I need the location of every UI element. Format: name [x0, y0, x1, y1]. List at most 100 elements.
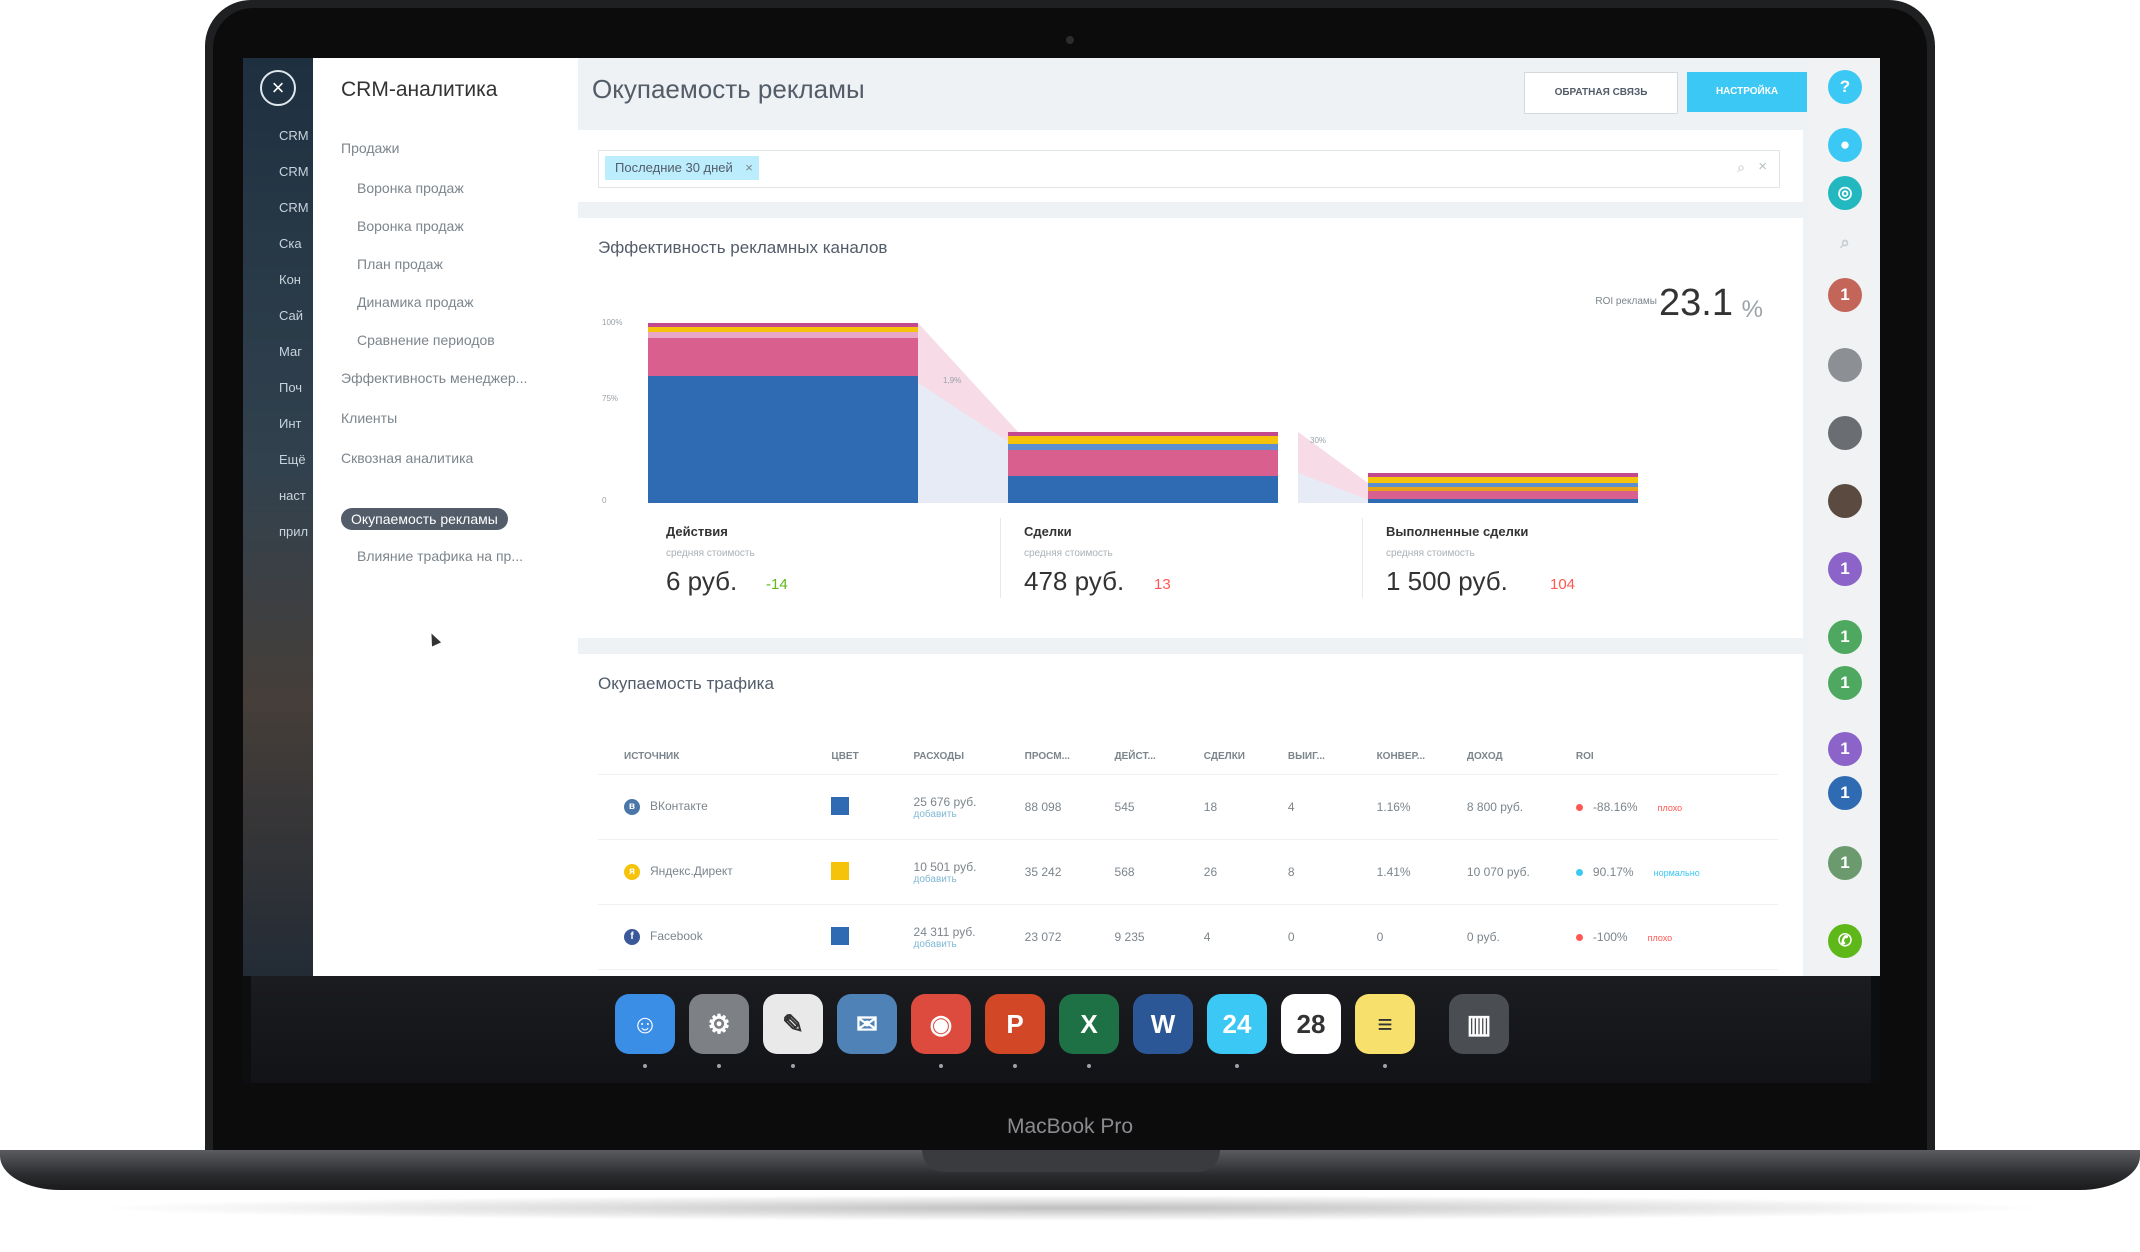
- source-name[interactable]: Facebook: [650, 929, 703, 944]
- avatar[interactable]: 1: [1828, 776, 1862, 810]
- efficiency-title: Эффективность рекламных каналов: [598, 238, 888, 257]
- add-link[interactable]: добавить: [913, 808, 957, 820]
- chat-icon[interactable]: ◎: [1828, 176, 1862, 210]
- search-icon[interactable]: ⌕: [1840, 233, 1850, 252]
- table-header-cell: ЦВЕТ: [823, 738, 906, 775]
- settings-button[interactable]: НАСТРОЙКА: [1687, 72, 1807, 112]
- bell-icon[interactable]: ●: [1828, 128, 1862, 162]
- color-cell: [823, 839, 906, 905]
- won-cell: 0: [1279, 904, 1369, 970]
- phone-icon[interactable]: ✆: [1828, 924, 1862, 958]
- background-menu-item: CRM: [279, 200, 309, 215]
- background-menu-item: Поч: [279, 380, 303, 395]
- page-title: Окупаемость рекламы: [592, 74, 865, 104]
- funnel-segment: [1368, 491, 1638, 499]
- search-icon[interactable]: ⌕: [1737, 159, 1745, 175]
- table-row[interactable]: f Facebook 24 311 руб. добавить 23 072 9 235 4…: [598, 904, 1778, 970]
- bitrix24-icon[interactable]: 24: [1207, 994, 1267, 1054]
- roi-badge: плохо: [1647, 933, 1673, 943]
- nav-item[interactable]: Динамика продаж: [357, 294, 474, 310]
- income-cell: 0 руб.: [1458, 904, 1568, 970]
- add-link[interactable]: добавить: [913, 938, 957, 950]
- system-preferences-icon[interactable]: ⚙: [689, 994, 749, 1054]
- main-content: Окупаемость рекламы ОБРАТНАЯ СВЯЗЬ НАСТР…: [578, 58, 1808, 984]
- calendar-icon[interactable]: 28: [1281, 994, 1341, 1054]
- funnel-segment: [1368, 473, 1638, 477]
- stage-divider: [1000, 518, 1001, 598]
- add-link[interactable]: добавить: [913, 873, 957, 885]
- table-row[interactable]: в ВКонтакте 25 676 руб. добавить 88 098 545 18…: [598, 774, 1778, 840]
- preview-icon[interactable]: ✉: [837, 994, 897, 1054]
- app-window: CRM-аналитика Продажи Воронка продаж Ворон…: [313, 58, 1880, 984]
- nav-item[interactable]: Сквозная аналитика: [341, 450, 474, 466]
- roi-status-dot: [1575, 869, 1583, 876]
- chip-remove-icon[interactable]: ×: [745, 160, 753, 175]
- expense-cell: 25 676 руб. добавить: [905, 774, 1017, 840]
- avatar[interactable]: 1: [1828, 732, 1862, 766]
- avatar[interactable]: 1: [1828, 666, 1862, 700]
- roi-cell: 90.17% нормально: [1567, 839, 1778, 905]
- actions-cell: 568: [1106, 839, 1196, 905]
- income-cell: 10 070 руб.: [1458, 839, 1568, 905]
- table-header-row: ИСТОЧНИК ЦВЕТ РАСХОДЫ ПРОСМ... ДЕЙСТ... СДЕЛК…: [598, 738, 1778, 775]
- avatar[interactable]: [1828, 416, 1862, 450]
- color-swatch[interactable]: [831, 926, 850, 945]
- dock: ☺ ⚙ ✎ ✉ ◉ P X W 24 28 ≡ ▥: [243, 976, 1880, 1083]
- funnel-segment: [1008, 436, 1278, 444]
- finder-icon[interactable]: ☺: [615, 994, 675, 1054]
- views-cell: 35 242: [1016, 839, 1107, 905]
- roi-value: -100%: [1592, 930, 1628, 944]
- expense-cell: 24 311 руб. добавить: [905, 904, 1017, 970]
- stage-label: Выполненные сделки: [1386, 524, 1529, 539]
- avatar[interactable]: [1828, 348, 1862, 382]
- filter-chip[interactable]: Последние 30 дней ×: [605, 156, 759, 180]
- chrome-icon[interactable]: ◉: [911, 994, 971, 1054]
- color-swatch[interactable]: [831, 796, 850, 815]
- roi-status-dot: [1575, 934, 1583, 941]
- background-menu-item: Маг: [279, 344, 302, 359]
- deals-cell: 4: [1195, 904, 1280, 970]
- powerpoint-icon[interactable]: P: [985, 994, 1045, 1054]
- color-swatch[interactable]: [831, 861, 850, 880]
- notes-icon[interactable]: ≡: [1355, 994, 1415, 1054]
- trash-icon[interactable]: ▥: [1449, 994, 1509, 1054]
- nav-item[interactable]: Сравнение периодов: [357, 332, 495, 348]
- filter-chip-label: Последние 30 дней: [615, 160, 733, 175]
- nav-item[interactable]: Эффективность менеджер...: [341, 370, 528, 386]
- nav-item[interactable]: Воронка продаж: [357, 180, 464, 196]
- nav-item[interactable]: План продаж: [357, 256, 443, 272]
- clear-icon[interactable]: ×: [1758, 158, 1767, 175]
- funnel-segment: [1008, 444, 1278, 450]
- avatar[interactable]: 1: [1828, 620, 1862, 654]
- excel-icon[interactable]: X: [1059, 994, 1119, 1054]
- actions-cell: 545: [1106, 774, 1196, 840]
- table-header-cell: ДОХОД: [1458, 738, 1568, 775]
- source-name[interactable]: ВКонтакте: [650, 799, 708, 814]
- nav-item[interactable]: Влияние трафика на пр...: [357, 548, 524, 564]
- source-icon: в: [624, 799, 640, 815]
- expense-cell: 10 501 руб. добавить: [905, 839, 1017, 905]
- stage-value: 478 руб.: [1024, 566, 1125, 596]
- source-cell: я Яндекс.Директ: [598, 839, 824, 905]
- desktop-background: [243, 58, 313, 976]
- traffic-title: Окупаемость трафика: [598, 674, 774, 693]
- avatar[interactable]: [1828, 484, 1862, 518]
- funnel-segment: [648, 323, 918, 327]
- funnel-segment: [648, 338, 918, 376]
- help-icon[interactable]: ?: [1828, 70, 1862, 104]
- nav-item[interactable]: Воронка продаж: [357, 218, 464, 234]
- word-icon[interactable]: W: [1133, 994, 1193, 1054]
- filter-input[interactable]: Последние 30 дней × ⌕ ×: [598, 150, 1780, 188]
- nav-item-active[interactable]: Окупаемость рекламы: [341, 508, 508, 530]
- source-name[interactable]: Яндекс.Директ: [650, 864, 733, 879]
- avatar[interactable]: 1: [1828, 552, 1862, 586]
- y-tick-label: 0: [602, 496, 607, 503]
- avatar[interactable]: 1: [1828, 846, 1862, 880]
- avatar[interactable]: 1: [1828, 278, 1862, 312]
- nav-item[interactable]: Продажи: [341, 140, 400, 156]
- close-slider-button[interactable]: ×: [260, 70, 296, 106]
- feedback-button[interactable]: ОБРАТНАЯ СВЯЗЬ: [1524, 72, 1678, 114]
- textedit-icon[interactable]: ✎: [763, 994, 823, 1054]
- nav-item[interactable]: Клиенты: [341, 410, 398, 426]
- table-row[interactable]: я Яндекс.Директ 10 501 руб. добавить 35 242 5…: [598, 839, 1778, 905]
